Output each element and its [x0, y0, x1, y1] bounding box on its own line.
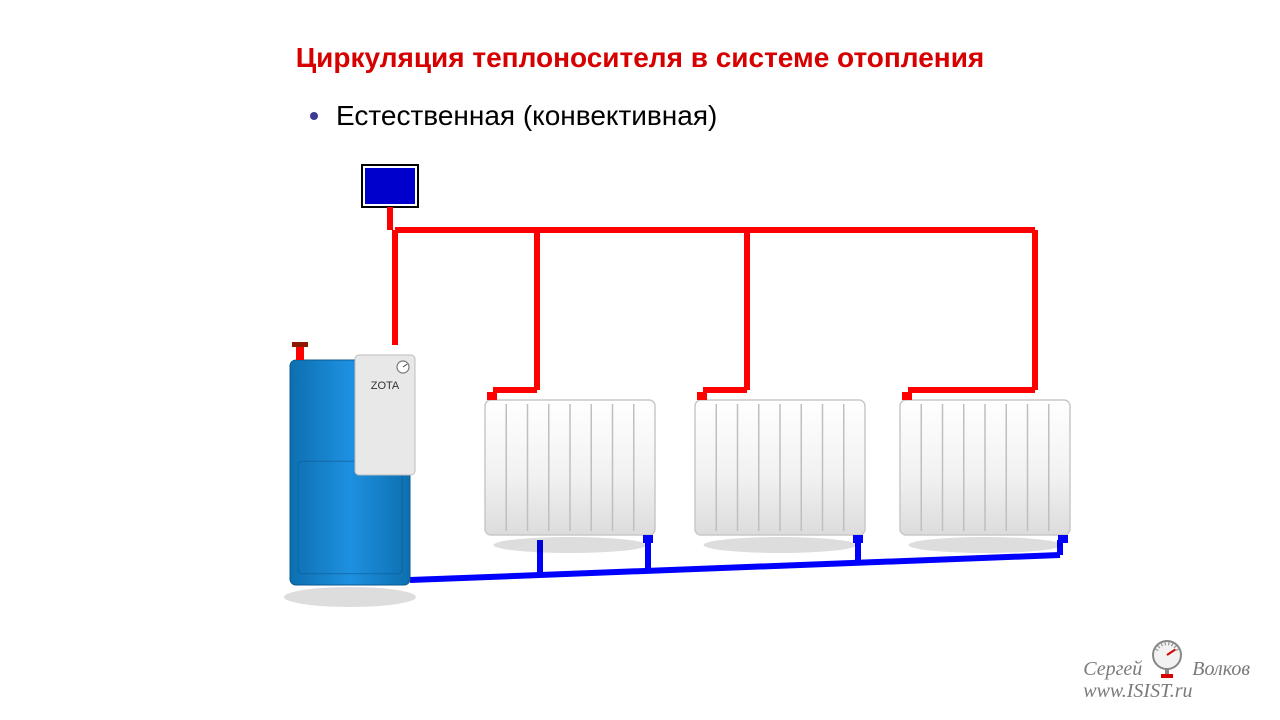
gauge-icon	[1148, 638, 1186, 680]
return-pipe	[410, 555, 1060, 580]
boiler-brand-label: ZOTA	[371, 380, 400, 392]
author-last-name: Волков	[1192, 658, 1250, 680]
author-url: www.ISIST.ru	[1083, 680, 1250, 702]
boiler: ZOTA	[284, 342, 416, 607]
heating-diagram: ZOTA	[0, 0, 1280, 720]
radiator	[485, 392, 655, 553]
radiator	[900, 392, 1070, 553]
radiator	[695, 392, 865, 553]
author-first-name: Сергей	[1083, 658, 1142, 680]
author-watermark: Сергей Волков www.ISIST.ru	[1083, 638, 1250, 702]
